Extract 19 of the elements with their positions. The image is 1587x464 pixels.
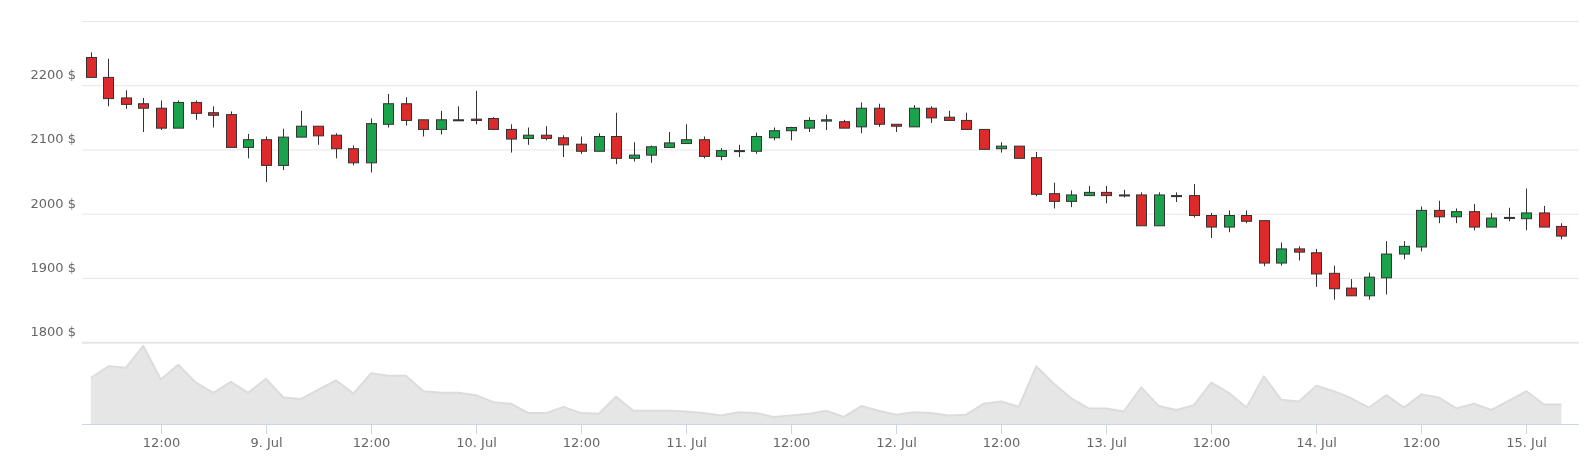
x-tick-label: 12:00 [562, 435, 601, 450]
x-tick-label: 10. Jul [456, 435, 497, 450]
x-tick-label: 11. Jul [666, 435, 707, 450]
x-tick-label: 12:00 [982, 435, 1021, 450]
x-tick-label: 13. Jul [1086, 435, 1127, 450]
x-tick-label: 14. Jul [1296, 435, 1337, 450]
y-tick-label: 1800 $ [30, 324, 76, 340]
x-tick-label: 9. Jul [250, 435, 283, 450]
x-tick-label: 12:00 [1402, 435, 1441, 450]
y-tick-label: 2000 $ [30, 195, 76, 211]
x-tick-label: 12:00 [142, 435, 181, 450]
x-tick-label: 15. Jul [1506, 435, 1547, 450]
y-tick-label: 2200 $ [30, 67, 76, 83]
y-tick-label: 2100 $ [30, 131, 76, 147]
y-tick-label: 1900 $ [30, 259, 76, 275]
x-tick-label: 12:00 [352, 435, 391, 450]
x-tick-label: 12:00 [772, 435, 811, 450]
x-tick-label: 12:00 [1192, 435, 1231, 450]
x-tick-label: 12. Jul [876, 435, 917, 450]
